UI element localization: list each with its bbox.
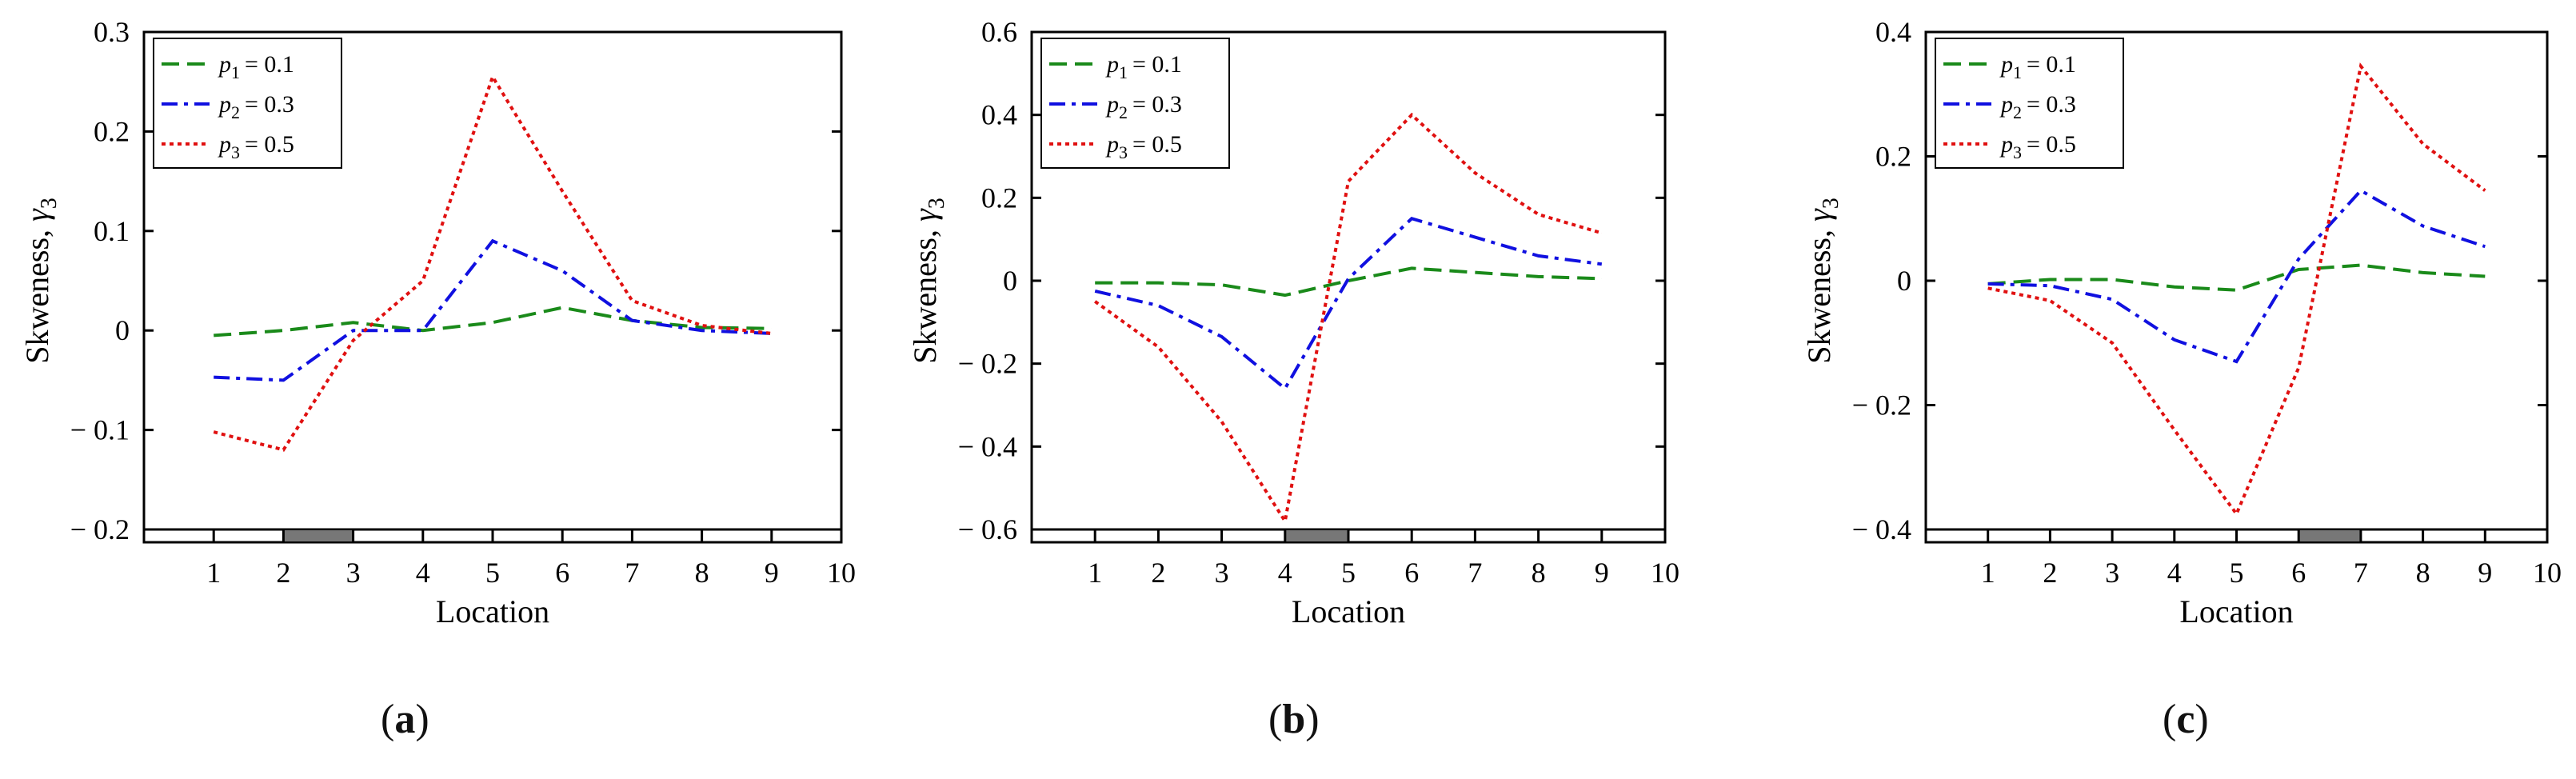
- y-tick-label: 0.1: [94, 215, 130, 247]
- series-line-p2: [214, 238, 772, 382]
- x-tick-label: 1: [1981, 557, 1995, 589]
- panel-label-b-text: b: [1282, 697, 1306, 742]
- x-tick-label: 9: [765, 557, 779, 589]
- x-tick-label: 5: [2230, 557, 2244, 589]
- y-tick-label: − 0.4: [1852, 513, 1911, 545]
- y-axis-label: Skweness, γ3: [1801, 198, 1843, 364]
- x-tick-label: 8: [695, 557, 709, 589]
- y-tick-label: 0.2: [94, 115, 130, 147]
- series-line-p2: [1987, 188, 2486, 364]
- x-tick-label: 10: [1651, 557, 1679, 589]
- panel-label-a: (a): [381, 697, 429, 742]
- y-tick-label: − 0.4: [958, 430, 1017, 462]
- x-tick-label: 4: [2167, 557, 2182, 589]
- series-line-p1: [214, 306, 772, 338]
- damage-location-block: [2298, 529, 2362, 543]
- x-tick-label: 3: [1215, 557, 1229, 589]
- y-tick-label: 0: [1003, 265, 1017, 297]
- y-axis-label: Skweness, γ3: [907, 198, 949, 364]
- series-line-p1: [1095, 266, 1602, 298]
- series-line-p1: [1987, 263, 2486, 292]
- legend-label-p1: p1 = 0.1: [1999, 51, 2076, 82]
- x-tick-label: 6: [555, 557, 569, 589]
- series-line-p3: [213, 73, 773, 452]
- y-tick-label: 0.2: [1875, 141, 1911, 173]
- panel-label-c-text: c: [2176, 697, 2195, 742]
- y-tick-label: − 0.2: [1852, 390, 1911, 421]
- x-tick-label: 3: [2105, 557, 2119, 589]
- series-line-p3: [1987, 62, 2486, 517]
- chart-panel-b: 1 2 3 4 5 6 7 8 9 10 0.6 0.4 0.2 0 − 0.2 − 0.4 − 0.6 Loca…: [907, 16, 1679, 629]
- chart-panel-c: 1 2 3 4 5 6 7 8 9 10 0.4 0.2 0 − 0.2 − 0.4 Location Skwe…: [1801, 16, 2562, 629]
- x-tick-label: 5: [1341, 557, 1356, 589]
- x-tick-label: 5: [485, 557, 500, 589]
- damage-location-block: [1284, 529, 1350, 543]
- panel-label-b: (b): [1268, 697, 1320, 742]
- legend-label-p1: p1 = 0.1: [218, 51, 294, 82]
- y-tick-label: 0: [1897, 265, 1911, 297]
- legend-label-p3: p3 = 0.5: [218, 131, 294, 162]
- x-tick-label: 7: [625, 557, 639, 589]
- x-tick-label: 6: [1404, 557, 1419, 589]
- y-tick-label: 0.4: [1875, 16, 1911, 48]
- y-tick-label: 0.6: [981, 16, 1017, 48]
- x-tick-label: 8: [1532, 557, 1546, 589]
- panel-label-c: (c): [2163, 697, 2209, 742]
- series-line-p2: [1094, 217, 1603, 391]
- x-tick-label: 7: [2354, 557, 2368, 589]
- x-tick-label: 6: [2291, 557, 2306, 589]
- legend-label-p1: p1 = 0.1: [1105, 51, 1182, 82]
- x-tick-label: 8: [2416, 557, 2430, 589]
- x-tick-label: 10: [827, 557, 856, 589]
- x-tick-label: 1: [206, 557, 221, 589]
- damage-location-block: [282, 529, 354, 543]
- x-tick-label: 9: [1595, 557, 1609, 589]
- y-tick-label: 0.4: [981, 99, 1017, 131]
- x-tick-label: 2: [2043, 557, 2057, 589]
- chart-panel-a: 1 2 3 4 5 6 7 8 9 10 0.3 0.2 0.1 0 − 0.1 − 0.2 Location S…: [19, 16, 856, 629]
- legend-label-p2: p2 = 0.3: [218, 91, 294, 122]
- y-tick-label: 0.3: [94, 16, 130, 48]
- x-tick-label: 7: [1468, 557, 1482, 589]
- y-tick-label: − 0.2: [70, 513, 130, 545]
- x-axis-label: Location: [436, 593, 549, 629]
- y-tick-label: 0.2: [981, 182, 1017, 214]
- x-axis-label: Location: [1292, 593, 1405, 629]
- series-line-p3: [1094, 112, 1603, 525]
- y-axis-label: Skweness, γ3: [19, 198, 62, 364]
- y-tick-label: 0: [115, 314, 130, 346]
- legend-label-p2: p2 = 0.3: [1105, 91, 1182, 122]
- x-tick-label: 9: [2478, 557, 2492, 589]
- x-tick-label: 3: [346, 557, 361, 589]
- x-tick-label: 4: [416, 557, 430, 589]
- y-tick-label: − 0.1: [70, 414, 130, 446]
- x-tick-label: 10: [2533, 557, 2562, 589]
- legend-label-p2: p2 = 0.3: [1999, 91, 2076, 122]
- x-tick-label: 2: [276, 557, 290, 589]
- x-axis-label: Location: [2179, 593, 2293, 629]
- legend-label-p3: p3 = 0.5: [1999, 131, 2076, 162]
- x-tick-label: 2: [1151, 557, 1165, 589]
- x-tick-label: 4: [1278, 557, 1292, 589]
- x-tick-label: 1: [1088, 557, 1102, 589]
- panel-label-a-text: a: [394, 697, 416, 742]
- legend-label-p3: p3 = 0.5: [1105, 131, 1182, 162]
- y-tick-label: − 0.2: [958, 348, 1017, 380]
- y-tick-label: − 0.6: [958, 513, 1017, 545]
